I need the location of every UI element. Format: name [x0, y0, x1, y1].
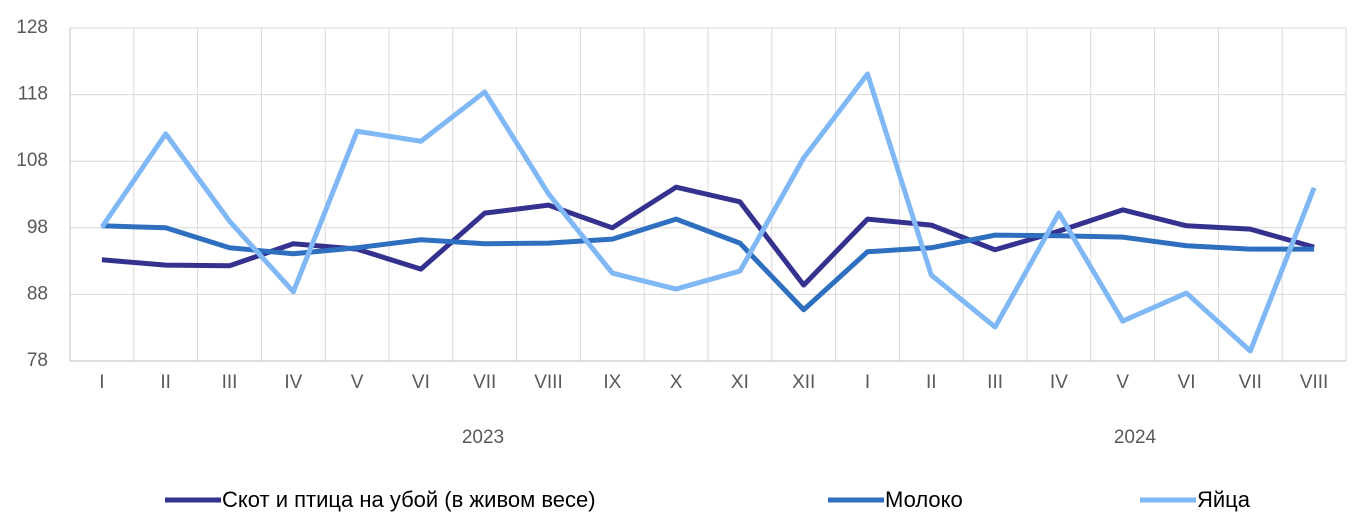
x-tick-label: X [670, 372, 683, 393]
y-tick-label: 118 [18, 84, 48, 105]
x-tick-label: III [987, 372, 1003, 393]
legend-label: Молоко [885, 487, 963, 512]
x-tick-label: VII [1239, 372, 1262, 393]
x-tick-label: XI [731, 372, 749, 393]
line [99, 71, 1317, 354]
x-tick-label: VIII [534, 372, 563, 393]
x-tick-label: II [160, 372, 171, 393]
legend-label: Скот и птица на убой (в живом весе) [222, 487, 596, 512]
group-label: 2023 [462, 427, 504, 448]
y-tick-label: 78 [27, 350, 48, 371]
group-label: 2024 [1114, 427, 1157, 448]
x-tick-label: IX [603, 372, 621, 393]
x-tick-label: VI [1178, 372, 1196, 393]
x-tick-label: V [351, 372, 364, 393]
x-tick-label: I [865, 372, 870, 393]
x-tick-label: III [222, 372, 238, 393]
legend-label: Яйца [1197, 487, 1251, 512]
x-tick-label: V [1116, 372, 1129, 393]
x-tick-label: IV [284, 372, 302, 393]
y-tick-label: 108 [16, 150, 48, 171]
x-tick-label: VIII [1300, 372, 1329, 393]
x-tick-label: IV [1050, 372, 1068, 393]
x-tick-label: VI [412, 372, 430, 393]
y-tick-label: 88 [27, 283, 48, 304]
y-tick-label: 98 [27, 217, 48, 238]
x-tick-label: I [99, 372, 104, 393]
x-tick-label: VII [473, 372, 496, 393]
x-tick-label: XII [792, 372, 815, 393]
line [101, 184, 1315, 288]
line [101, 216, 1315, 313]
x-tick-label: II [926, 372, 937, 393]
y-tick-label: 128 [16, 17, 48, 38]
